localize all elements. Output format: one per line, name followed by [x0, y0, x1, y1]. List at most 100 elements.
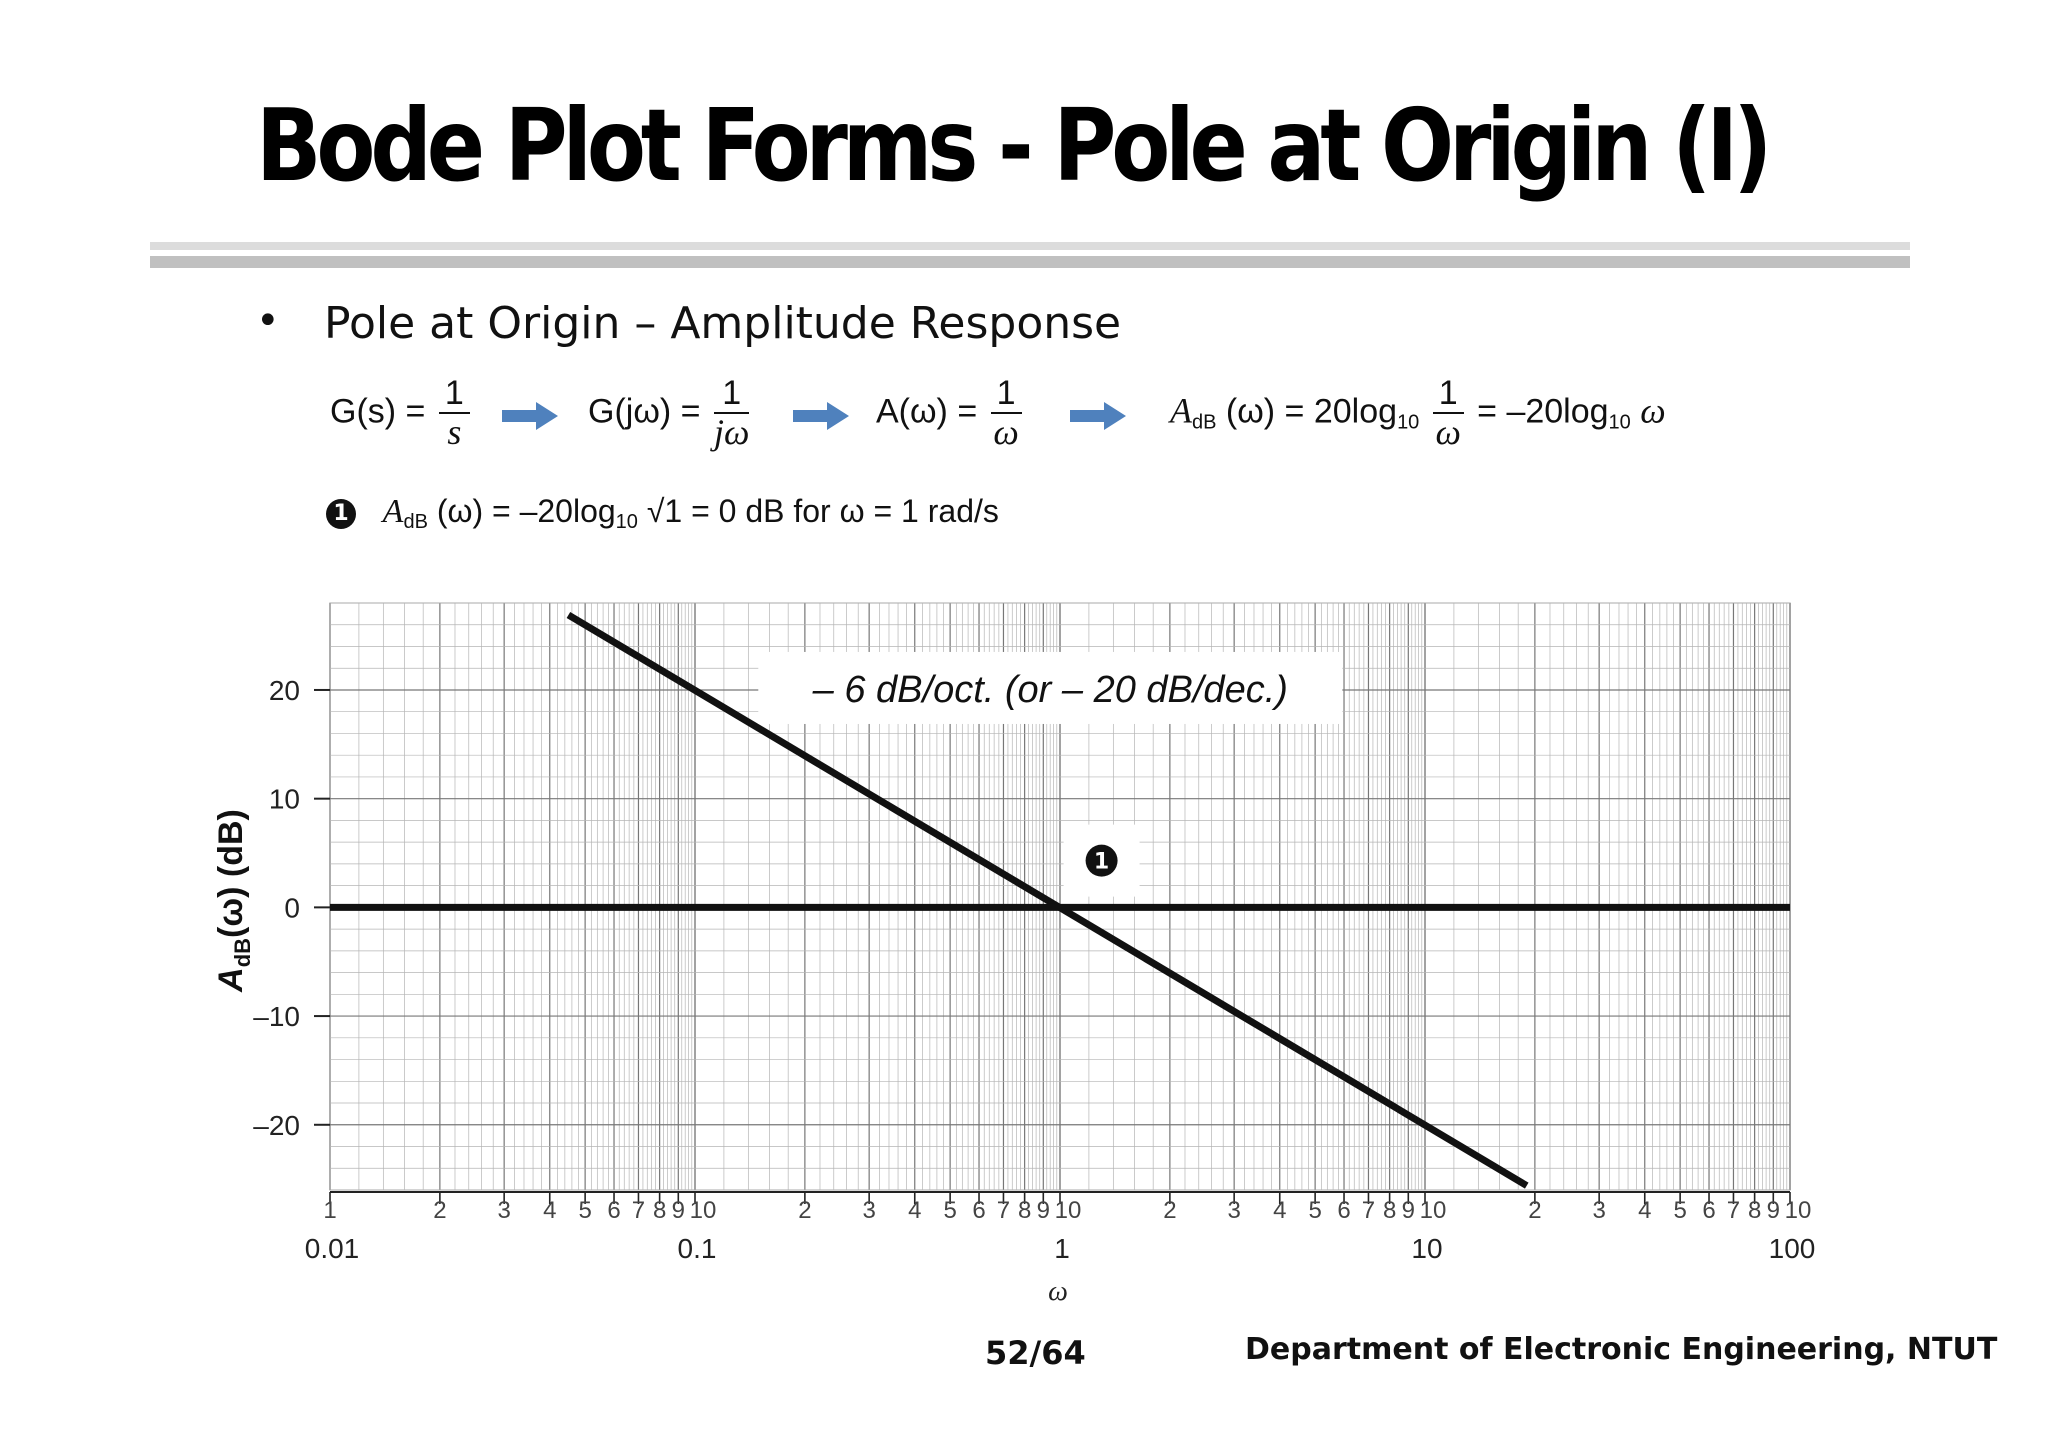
eq3-fraction: 1 ω [990, 375, 1022, 452]
x-minor-tick-label: 2 [1163, 1197, 1176, 1224]
numbered-marker-icon: 1 [326, 498, 356, 529]
x-minor-tick-label: 3 [1592, 1197, 1605, 1224]
eq2-numerator: 1 [713, 375, 750, 414]
note-text-1: (ω) = –20log [436, 493, 616, 529]
y-axis-label-rest: (ω) (dB) [212, 809, 250, 938]
eq4-log-subscript: 10 [1397, 411, 1420, 434]
x-minor-tick-label: 7 [1727, 1197, 1740, 1224]
x-minor-tick-label: 8 [1748, 1197, 1761, 1224]
y-tick-label: –10 [253, 1001, 300, 1032]
x-decade-label: 100 [1769, 1233, 1816, 1264]
title-divider-light [150, 242, 1910, 250]
department-footer: Department of Electronic Engineering, NT… [1245, 1332, 1998, 1367]
y-axis-label-main: A [212, 967, 250, 993]
eq2-denominator: jω [713, 411, 750, 452]
x-minor-tick-label: 10 [1785, 1197, 1812, 1224]
equation-frequency-response: G(jω) = 1 jω [588, 375, 753, 452]
eq4-rhs: = –20log [1477, 392, 1609, 431]
eq3-lhs: A(ω) = [876, 392, 978, 431]
x-minor-tick-label: 5 [1673, 1197, 1686, 1224]
bullet-text: Pole at Origin – Amplitude Response [324, 298, 1122, 349]
right-arrow-icon [502, 402, 558, 430]
x-minor-tick-label: 10 [1055, 1197, 1082, 1224]
equation-amplitude: A(ω) = 1 ω [876, 375, 1026, 452]
eq2-fraction: 1 jω [713, 375, 750, 452]
x-minor-tick-label: 7 [632, 1197, 645, 1224]
numbered-marker-icon [1085, 844, 1118, 877]
x-minor-tick-label: 6 [607, 1197, 620, 1224]
x-minor-tick-label: 4 [1638, 1197, 1651, 1224]
right-arrow-icon [793, 402, 849, 430]
eq1-numerator: 1 [438, 375, 470, 414]
x-minor-tick-label: 9 [1767, 1197, 1780, 1224]
note-log-subscript: 10 [615, 511, 638, 533]
x-minor-tick-label: 4 [908, 1197, 921, 1224]
eq2-lhs: G(jω) = [588, 392, 701, 431]
eq3-numerator: 1 [990, 375, 1022, 414]
x-decade-label: 0.01 [305, 1233, 360, 1264]
note-text-2: √1 = 0 dB for ω = 1 rad/s [646, 493, 999, 529]
x-minor-tick-label: 2 [1528, 1197, 1541, 1224]
x-minor-tick-label: 2 [798, 1197, 811, 1224]
x-minor-tick-label: 7 [997, 1197, 1010, 1224]
x-axis-label: ω [1048, 1276, 1068, 1307]
title-divider-dark [150, 256, 1910, 268]
x-minor-tick-label: 3 [497, 1197, 510, 1224]
y-tick-label: –20 [253, 1110, 300, 1141]
eq4-lhs: (ω) = 20log [1225, 392, 1398, 431]
eq1-lhs: G(s) = [330, 392, 426, 431]
eq4-a-subscript: dB [1192, 411, 1217, 434]
x-minor-tick-label: 6 [1337, 1197, 1350, 1224]
note-a: A [382, 493, 404, 530]
x-minor-tick-label: 10 [690, 1197, 717, 1224]
x-minor-tick-label: 4 [543, 1197, 556, 1224]
marker-number: 1 [1094, 850, 1109, 875]
y-axis-label-subscript: dB [230, 938, 255, 967]
x-minor-tick-label: 5 [1308, 1197, 1321, 1224]
x-minor-tick-label: 2 [433, 1197, 446, 1224]
x-minor-tick-label: 6 [972, 1197, 985, 1224]
x-minor-tick-label: 4 [1273, 1197, 1286, 1224]
eq4-fraction: 1 ω [1432, 375, 1464, 452]
x-minor-tick-label: 5 [578, 1197, 591, 1224]
slope-annotation: – 6 dB/oct. (or – 20 dB/dec.) [812, 669, 1288, 711]
x-minor-tick-label: 3 [862, 1197, 875, 1224]
eq1-fraction: 1 s [438, 375, 470, 452]
slide-title: Bode Plot Forms - Pole at Origin (I) [256, 87, 1772, 204]
x-minor-tick-label: 8 [1018, 1197, 1031, 1224]
page-number: 52/64 [985, 1334, 1086, 1372]
x-decade-label: 0.1 [678, 1233, 717, 1264]
x-minor-tick-label: 5 [943, 1197, 956, 1224]
series-line-pole-response [566, 611, 1529, 1189]
y-tick-label: 0 [284, 892, 300, 923]
x-minor-tick-label: 9 [1402, 1197, 1415, 1224]
eq4-denominator: ω [1435, 411, 1461, 452]
x-minor-tick-label: 1 [323, 1197, 336, 1224]
note-a-subscript: dB [403, 511, 428, 533]
x-decade-label: 1 [1054, 1233, 1070, 1264]
x-decade-label: 10 [1411, 1233, 1442, 1264]
x-minor-tick-label: 8 [653, 1197, 666, 1224]
equation-transfer-function: G(s) = 1 s [330, 375, 474, 452]
x-minor-tick-label: 9 [672, 1197, 685, 1224]
x-minor-tick-label: 3 [1227, 1197, 1240, 1224]
eq4-a: A [1170, 390, 1192, 431]
eq3-denominator: ω [993, 411, 1019, 452]
x-minor-tick-label: 7 [1362, 1197, 1375, 1224]
y-tick-label: 20 [269, 675, 300, 706]
eq4-rhs-subscript: 10 [1608, 411, 1631, 434]
x-minor-tick-label: 9 [1037, 1197, 1050, 1224]
slope-annotation-background [758, 651, 1343, 724]
eq1-denominator: s [447, 411, 462, 452]
x-minor-tick-label: 6 [1702, 1197, 1715, 1224]
y-axis-label: AdB(ω) (dB) [212, 809, 255, 993]
equation-amplitude-db: AdB (ω) = 20log10 1 ω = –20log10 ω [1170, 375, 1666, 452]
x-minor-tick-label: 10 [1420, 1197, 1447, 1224]
eq4-numerator: 1 [1432, 375, 1464, 414]
note-zero-crossing: 1 AdB (ω) = –20log10 √1 = 0 dB for ω = 1… [326, 493, 999, 534]
x-minor-tick-label: 8 [1383, 1197, 1396, 1224]
bullet-marker: • [256, 298, 280, 344]
eq4-rhs-variable: ω [1640, 390, 1666, 431]
y-tick-label: 10 [269, 784, 300, 815]
